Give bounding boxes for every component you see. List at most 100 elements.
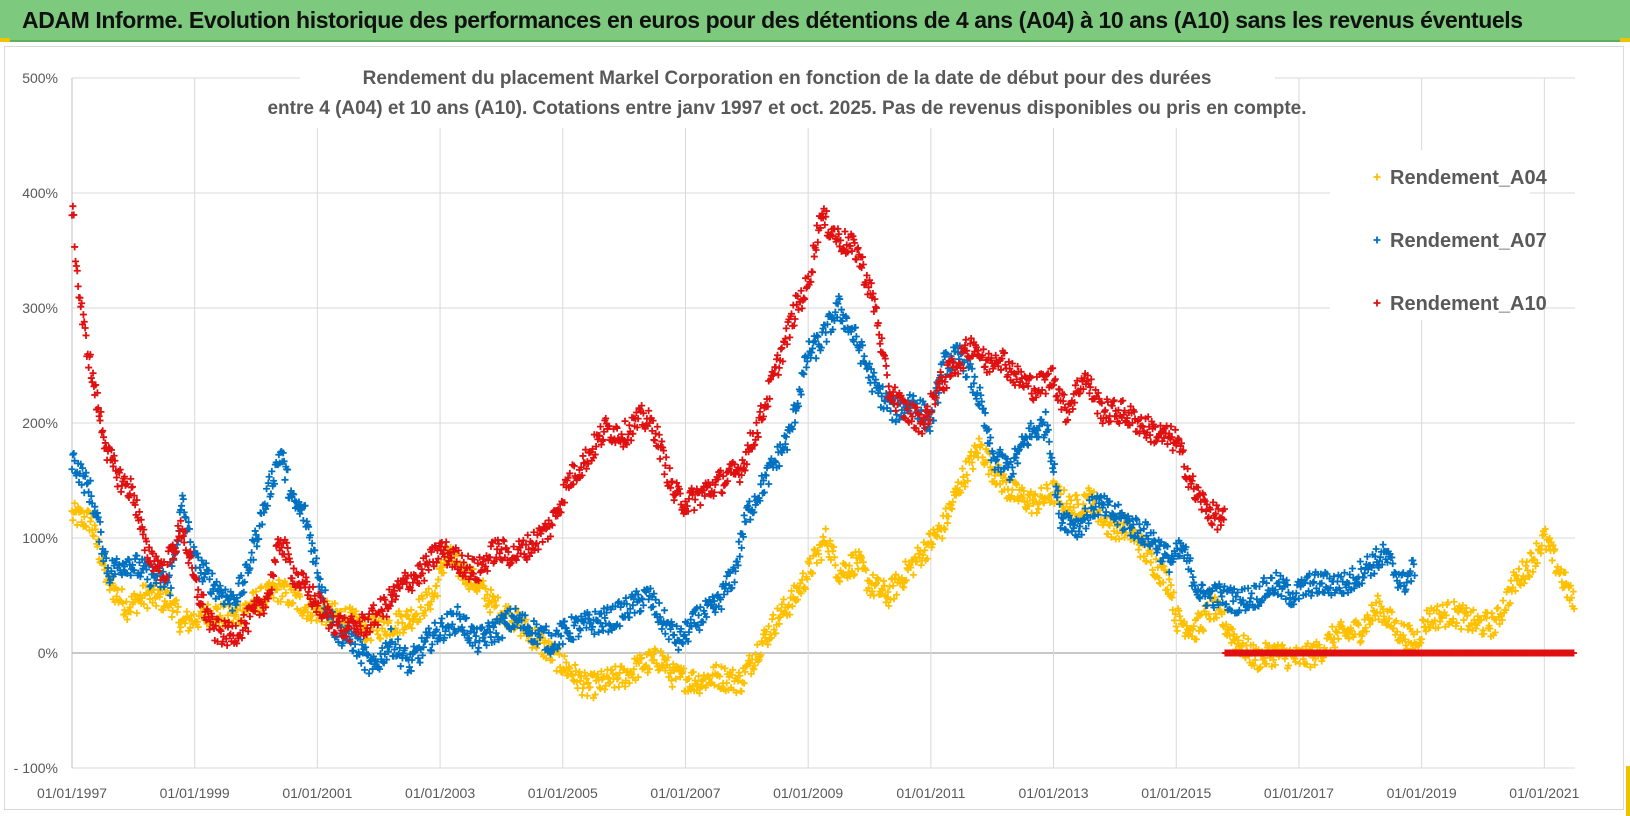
data-point-rendement-a04: [168, 613, 176, 621]
data-point-rendement-a04: [968, 458, 976, 466]
data-point-rendement-a04: [851, 570, 859, 578]
data-point-rendement-a04: [1090, 488, 1098, 496]
data-point-rendement-a07: [674, 646, 682, 654]
data-point-rendement-a07: [111, 570, 119, 578]
accent-corner-br: [1626, 766, 1630, 816]
data-point-rendement-a04: [487, 586, 495, 594]
data-point-rendement-a07: [356, 635, 364, 643]
y-tick-label: 500%: [22, 70, 58, 86]
data-point-rendement-a04: [685, 675, 693, 683]
data-point-rendement-a07: [557, 632, 565, 640]
data-point-rendement-a04: [786, 611, 794, 619]
data-point-rendement-a04: [1385, 615, 1393, 623]
data-point-rendement-a04: [80, 513, 88, 521]
data-point-rendement-a07: [616, 622, 624, 630]
data-point-rendement-a04: [978, 441, 986, 449]
data-point-rendement-a07: [388, 638, 396, 646]
data-point-rendement-a07: [263, 502, 271, 510]
legend-label: Rendement_A04: [1390, 167, 1548, 189]
data-point-rendement-a07: [351, 640, 359, 648]
data-point-rendement-a07: [490, 638, 498, 646]
data-point-rendement-a04: [1376, 609, 1384, 617]
data-point-rendement-a04: [1019, 493, 1027, 501]
data-point-rendement-a04: [753, 641, 761, 649]
data-point-rendement-a04: [822, 525, 830, 533]
data-point-rendement-a04: [827, 556, 835, 564]
data-point-rendement-a04: [919, 551, 927, 559]
data-point-rendement-a04: [901, 558, 909, 566]
data-point-rendement-a04: [1249, 641, 1257, 649]
data-point-rendement-a04: [1190, 622, 1198, 630]
data-point-rendement-a07: [740, 511, 748, 519]
data-point-rendement-a04: [1192, 635, 1200, 643]
x-tick-label: 01/01/2015: [1141, 785, 1211, 801]
data-point-rendement-a10: [1042, 390, 1050, 398]
data-point-rendement-a04: [621, 682, 629, 690]
data-point-rendement-a10: [653, 423, 661, 431]
data-point-rendement-a04: [122, 598, 130, 606]
data-point-rendement-a04: [1532, 539, 1540, 547]
data-point-rendement-a04: [1372, 599, 1380, 607]
data-point-rendement-a04: [1369, 616, 1377, 624]
data-point-rendement-a07: [576, 626, 584, 634]
data-point-rendement-a04: [1569, 588, 1577, 596]
data-point-rendement-a04: [826, 537, 834, 545]
data-point-rendement-a07: [306, 531, 314, 539]
data-point-rendement-a04: [1008, 486, 1016, 494]
data-point-rendement-a04: [481, 594, 489, 602]
data-point-rendement-a07: [717, 595, 725, 603]
data-point-rendement-a04: [517, 632, 525, 640]
data-point-rendement-a04: [555, 651, 563, 659]
data-point-rendement-a07: [731, 567, 739, 575]
data-point-rendement-a04: [1079, 500, 1087, 508]
data-point-rendement-a04: [1180, 618, 1188, 626]
data-point-rendement-a04: [433, 592, 441, 600]
data-point-rendement-a04: [1444, 599, 1452, 607]
data-point-rendement-a04: [944, 519, 952, 527]
data-point-rendement-a07: [738, 544, 746, 552]
data-point-rendement-a04: [657, 647, 665, 655]
data-point-rendement-a07: [511, 605, 519, 613]
data-point-rendement-a04: [886, 583, 894, 591]
data-point-rendement-a04: [944, 513, 952, 521]
data-point-rendement-a04: [1399, 631, 1407, 639]
data-point-rendement-a07: [185, 518, 193, 526]
data-point-rendement-a07: [483, 641, 491, 649]
data-point-rendement-a04: [1538, 542, 1546, 550]
data-point-rendement-a04: [1067, 496, 1075, 504]
data-point-rendement-a07: [694, 621, 702, 629]
data-point-rendement-a07: [518, 616, 526, 624]
data-point-rendement-a04: [1523, 558, 1531, 566]
data-point-rendement-a07: [791, 419, 799, 427]
data-point-rendement-a04: [1527, 549, 1535, 557]
data-point-rendement-a07: [569, 636, 577, 644]
data-point-rendement-a04: [398, 619, 406, 627]
data-point-rendement-a07: [308, 539, 316, 547]
data-point-rendement-a07: [631, 609, 639, 617]
data-point-rendement-a04: [1226, 632, 1234, 640]
data-point-rendement-a04: [1263, 660, 1271, 668]
data-point-rendement-a10: [810, 253, 818, 261]
data-point-rendement-a04: [1502, 606, 1510, 614]
data-point-rendement-a04: [1462, 604, 1470, 612]
data-point-rendement-a04: [926, 530, 934, 538]
data-point-rendement-a07: [206, 575, 214, 583]
data-point-rendement-a04: [785, 601, 793, 609]
data-point-rendement-a04: [729, 666, 737, 674]
data-point-rendement-a04: [1375, 615, 1383, 623]
data-point-rendement-a04: [289, 599, 297, 607]
data-point-rendement-a07: [355, 650, 363, 658]
data-point-rendement-a04: [958, 465, 966, 473]
data-point-rendement-a04: [1570, 605, 1578, 613]
data-point-rendement-a07: [1407, 577, 1415, 585]
page-title: ADAM Informe. Evolution historique des p…: [22, 7, 1523, 33]
data-point-rendement-a04: [194, 623, 202, 631]
data-point-rendement-a07: [383, 656, 391, 664]
data-point-rendement-a07: [521, 611, 529, 619]
data-point-rendement-a04: [975, 435, 983, 443]
data-point-rendement-a04: [618, 679, 626, 687]
data-point-rendement-a10: [442, 538, 450, 546]
data-point-rendement-a04: [1567, 582, 1575, 590]
data-point-rendement-a04: [757, 651, 765, 659]
